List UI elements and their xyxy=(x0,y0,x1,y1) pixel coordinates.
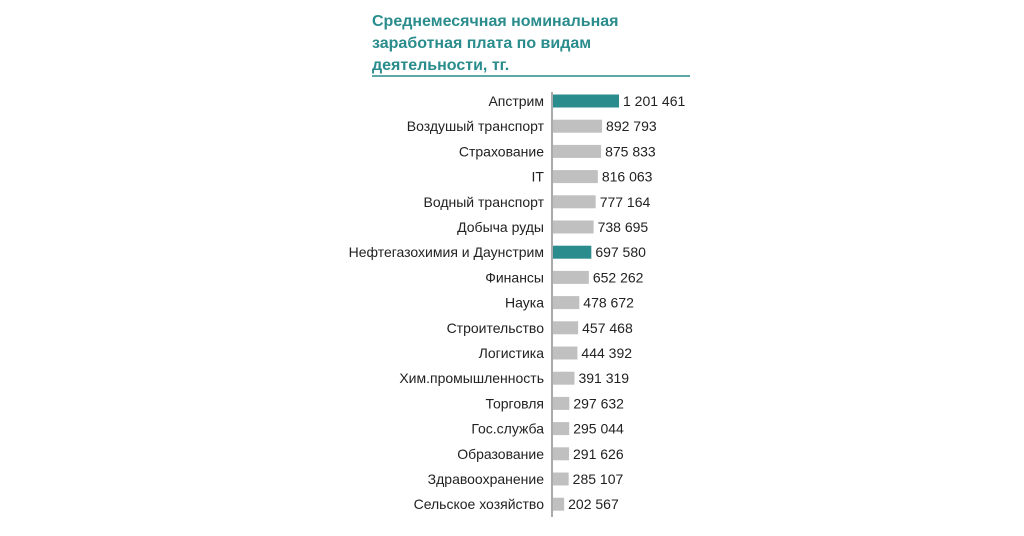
category-label: Нефтегазохимия и Даунстрим xyxy=(349,244,544,260)
value-label: 697 580 xyxy=(595,244,646,260)
bar xyxy=(553,170,598,184)
bar xyxy=(553,119,603,133)
bar-highlighted xyxy=(553,245,592,259)
category-label: Хим.промышленность xyxy=(399,370,544,386)
bar xyxy=(553,144,602,158)
bar xyxy=(553,346,578,360)
category-label: Здравоохранение xyxy=(428,471,545,487)
bar xyxy=(553,296,580,310)
category-label: Страхование xyxy=(459,143,544,159)
value-label: 816 063 xyxy=(602,169,653,185)
bars-group: Апстрим 1 201 461 Воздушый транспорт 892 79… xyxy=(349,93,686,512)
value-label: 295 044 xyxy=(573,421,624,437)
bar xyxy=(553,422,570,436)
value-label: 291 626 xyxy=(573,446,624,462)
value-label: 892 793 xyxy=(606,118,657,134)
chart-title: Среднемесячная номинальная заработная пл… xyxy=(372,13,618,74)
category-label: Наука xyxy=(505,295,544,311)
category-label: Водный транспорт xyxy=(424,194,545,210)
bar xyxy=(553,371,575,385)
category-label: Сельское хозяйство xyxy=(414,496,545,512)
chart-title-line-1: Среднемесячная номинальная xyxy=(372,13,618,30)
bar xyxy=(553,447,570,461)
value-label: 478 672 xyxy=(583,295,634,311)
category-label: IT xyxy=(532,169,545,185)
value-label: 652 262 xyxy=(593,269,644,285)
category-label: Воздушый транспорт xyxy=(407,118,545,134)
value-label: 875 833 xyxy=(605,143,656,159)
category-label: Логистика xyxy=(479,345,545,361)
bar-highlighted xyxy=(553,94,619,108)
bar xyxy=(553,396,570,410)
bar xyxy=(553,195,596,209)
value-label: 457 468 xyxy=(582,320,633,336)
category-label: Добыча руды xyxy=(457,219,544,235)
value-label: 285 107 xyxy=(573,471,624,487)
category-label: Апстрим xyxy=(488,93,544,109)
value-label: 202 567 xyxy=(568,496,619,512)
bar xyxy=(553,220,594,234)
chart-title-line-2: заработная плата по видам xyxy=(372,35,591,52)
value-label: 1 201 461 xyxy=(623,93,685,109)
category-label: Торговля xyxy=(486,395,544,411)
category-label: Финансы xyxy=(485,269,544,285)
value-label: 444 392 xyxy=(581,345,632,361)
value-label: 297 632 xyxy=(573,395,624,411)
bar xyxy=(553,472,569,486)
value-label: 777 164 xyxy=(600,194,651,210)
category-label: Гос.служба xyxy=(471,421,544,437)
bar xyxy=(553,270,589,284)
category-label: Строительство xyxy=(447,320,545,336)
chart-title-line-3: деятельности, тг. xyxy=(372,57,509,74)
bar xyxy=(553,497,565,511)
value-label: 738 695 xyxy=(598,219,649,235)
category-label: Образование xyxy=(457,446,544,462)
value-label: 391 319 xyxy=(578,370,629,386)
bar xyxy=(553,321,579,335)
